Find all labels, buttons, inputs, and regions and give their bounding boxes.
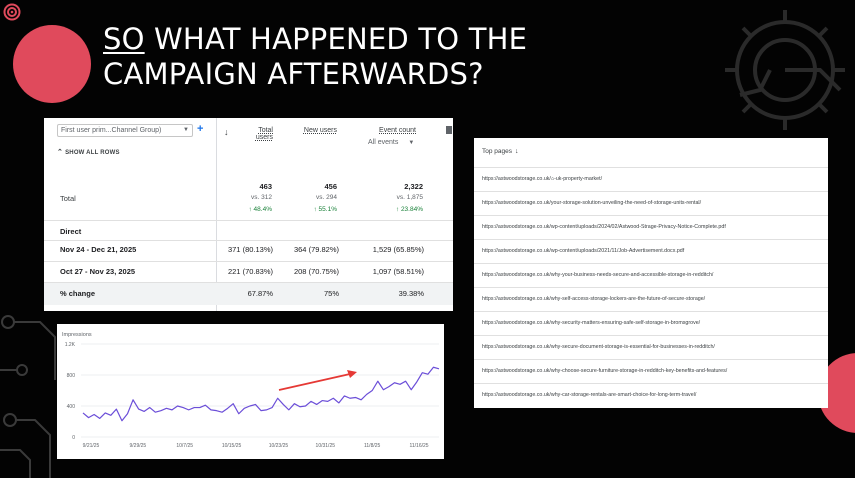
event-count-change: ↑ 23.84%	[395, 206, 423, 213]
page-url: https://astwoodstorage.co.uk/why-car-sto…	[482, 392, 697, 398]
table-cell-event-count: 39.38%	[398, 289, 424, 298]
list-item[interactable]: https://astwoodstorage.co.uk/⌂-uk-proper…	[474, 167, 828, 191]
table-row-label: Oct 27 - Nov 23, 2025	[60, 267, 136, 276]
page-url: https://astwoodstorage.co.uk/why-self-ac…	[482, 296, 706, 302]
accent-circle	[13, 25, 91, 103]
sort-arrow-icon[interactable]: ↓	[224, 127, 229, 137]
page-url: https://astwoodstorage.co.uk/⌂-uk-proper…	[482, 176, 603, 182]
table-cell-total-users: 221 (70.83%)	[227, 267, 273, 276]
x-tick-label: 10/31/25	[316, 443, 336, 449]
x-tick-label: 11/8/25	[364, 443, 381, 449]
row-divider	[44, 240, 453, 241]
title-underlined-word: SO	[103, 22, 145, 56]
page-url: https://astwoodstorage.co.uk/why-your-bu…	[482, 272, 714, 278]
page-url: https://astwoodstorage.co.uk/why-secure-…	[482, 344, 715, 350]
dimension-select[interactable]: First user prim...Channel Group) ▼	[57, 124, 193, 137]
brand-logo-icon	[3, 3, 21, 21]
table-cell-event-count: 1,529 (65.85%)	[372, 245, 424, 254]
circuit-decoration	[0, 315, 56, 478]
event-count-vs: vs. 1,875	[396, 194, 423, 201]
new-users-value: 456	[324, 182, 337, 191]
table-cell-event-count: 1,097 (58.51%)	[372, 267, 424, 276]
gear-icon	[725, 10, 845, 130]
table-cell-total-users: 67.87%	[247, 289, 273, 298]
event-count-value: 2,322	[404, 182, 423, 191]
direct-row-label: Direct	[60, 227, 82, 236]
page-url: https://astwoodstorage.co.uk/your-storag…	[482, 200, 702, 206]
col-header-total-users-line2: users	[255, 134, 273, 141]
table-cell-new-users: 364 (79.82%)	[293, 245, 339, 254]
show-all-rows-label: SHOW ALL ROWS	[65, 150, 120, 156]
new-users-vs: vs. 294	[316, 194, 337, 201]
table-row-label: Nov 24 - Dec 21, 2025	[60, 245, 137, 254]
x-tick-label: 9/21/25	[83, 443, 100, 449]
y-tick-label: 800	[67, 373, 76, 379]
table-cell-total-users: 371 (80.13%)	[227, 245, 273, 254]
col-header-total-users-line1: Total	[258, 127, 273, 134]
column-divider	[216, 118, 217, 311]
row-divider	[44, 261, 453, 262]
impressions-chart: Impressions 1.2K 800 400 0 9/21/25 9/29/25 10/7…	[62, 332, 440, 449]
x-tick-label: 9/29/25	[130, 443, 147, 449]
list-item[interactable]: https://astwoodstorage.co.uk/wp-content/…	[474, 239, 828, 263]
page-url: https://astwoodstorage.co.uk/wp-content/…	[482, 224, 726, 230]
chevron-down-icon: ▼	[408, 140, 415, 146]
list-item[interactable]: https://astwoodstorage.co.uk/why-self-ac…	[474, 287, 828, 311]
col-header-total-users[interactable]: Total users	[247, 127, 273, 141]
truncated-column-indicator	[446, 126, 452, 134]
col-header-event-count[interactable]: Event count	[379, 127, 416, 134]
y-tick-label: 1.2K	[65, 342, 76, 348]
percent-change-row-bg	[44, 283, 453, 305]
title-line2: CAMPAIGN AFTERWARDS?	[103, 57, 484, 91]
total-users-vs: vs. 312	[251, 194, 272, 201]
list-item[interactable]: https://astwoodstorage.co.uk/why-secure-…	[474, 335, 828, 359]
x-tick-label: 10/7/25	[176, 443, 193, 449]
table-cell-new-users: 75%	[323, 289, 339, 298]
new-users-change: ↑ 55.1%	[313, 206, 338, 213]
total-row-label: Total	[60, 194, 76, 203]
expand-rows-icon: ⌃	[57, 149, 64, 156]
list-item[interactable]: https://astwoodstorage.co.uk/your-storag…	[474, 191, 828, 215]
page-url: https://astwoodstorage.co.uk/why-choose-…	[482, 368, 728, 374]
slide-title: SO WHAT HAPPENED TO THE CAMPAIGN AFTERWA…	[103, 22, 527, 92]
trend-arrow-shaft	[278, 373, 351, 391]
event-filter-value: All events	[368, 139, 399, 146]
event-filter-select[interactable]: All events ▼	[368, 139, 414, 146]
list-item[interactable]: https://astwoodstorage.co.uk/wp-content/…	[474, 215, 828, 239]
x-tick-label: 11/16/25	[409, 443, 428, 449]
list-item[interactable]: https://astwoodstorage.co.uk/why-choose-…	[474, 359, 828, 383]
table-row-label: % change	[60, 289, 96, 298]
x-tick-label: 10/15/25	[222, 443, 242, 449]
title-line1: WHAT HAPPENED TO THE	[144, 22, 528, 56]
page-url: https://astwoodstorage.co.uk/wp-content/…	[482, 248, 685, 254]
dimension-select-value: First user prim...Channel Group)	[61, 127, 162, 134]
x-tick-label: 10/23/25	[269, 443, 289, 449]
y-tick-label: 400	[67, 404, 76, 410]
trend-arrow-head	[347, 370, 357, 378]
sort-down-icon: ↓	[515, 148, 519, 155]
list-item[interactable]: https://astwoodstorage.co.uk/why-car-sto…	[474, 383, 828, 407]
list-item[interactable]: https://astwoodstorage.co.uk/why-securit…	[474, 311, 828, 335]
impressions-chart-panel: Impressions 1.2K 800 400 0 9/21/25 9/29/25 10/7…	[57, 324, 444, 459]
col-header-new-users[interactable]: New users	[303, 127, 337, 134]
row-divider	[44, 282, 453, 283]
top-pages-header[interactable]: Top pages ↓	[482, 148, 519, 155]
total-users-value: 463	[259, 182, 272, 191]
page-url: https://astwoodstorage.co.uk/why-securit…	[482, 320, 701, 326]
list-item[interactable]: https://astwoodstorage.co.uk/why-your-bu…	[474, 263, 828, 287]
analytics-table-panel: First user prim...Channel Group) ▼ + ⌃ SH…	[44, 118, 453, 311]
table-cell-new-users: 208 (70.75%)	[293, 267, 339, 276]
row-divider	[44, 220, 453, 221]
add-dimension-icon[interactable]: +	[197, 123, 204, 135]
show-all-rows-button[interactable]: ⌃ SHOW ALL ROWS	[57, 148, 120, 156]
top-pages-header-label: Top pages	[482, 148, 512, 155]
impressions-series-line	[82, 366, 440, 422]
chart-title: Impressions	[62, 332, 92, 338]
total-users-change: ↑ 48.4%	[248, 206, 273, 213]
top-pages-panel: Top pages ↓ https://astwoodstorage.co.uk/…	[474, 138, 828, 408]
y-tick-label: 0	[72, 435, 75, 441]
chevron-down-icon: ▼	[183, 127, 189, 133]
